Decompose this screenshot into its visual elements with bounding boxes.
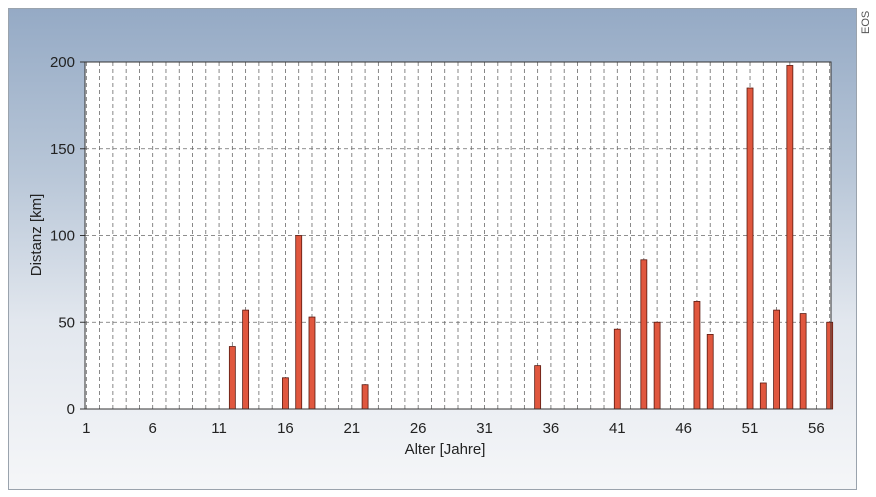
bar: [228, 346, 236, 410]
bar: [826, 321, 834, 410]
y-tick-label: 100: [50, 228, 75, 245]
x-tick-label: 16: [277, 420, 294, 437]
side-label-text: EOS: [860, 10, 872, 34]
bar: [759, 382, 767, 410]
side-label: EOS: [858, 8, 874, 42]
y-tick-label: 0: [67, 401, 75, 418]
y-tick-label: 200: [50, 54, 75, 71]
y-axis-label: Distanz [km]: [28, 194, 45, 277]
x-tick-label: 36: [543, 420, 560, 437]
bar: [653, 321, 661, 410]
y-axis-ticks: 0 50 100 150 200: [50, 54, 85, 418]
bar: [282, 377, 289, 410]
x-tick-label: 11: [211, 420, 227, 437]
bar: [799, 313, 807, 410]
bar: [308, 316, 316, 410]
x-tick-label: 26: [410, 420, 427, 437]
bar: [746, 87, 754, 410]
y-tick-label: 50: [58, 314, 75, 331]
x-axis-ticks: 1 6 11 16 21 26 31 36 41 46 51 56: [82, 420, 825, 437]
x-tick-label: 21: [343, 420, 360, 437]
bar: [534, 365, 542, 410]
x-axis-label: Alter [Jahre]: [405, 441, 486, 458]
bar: [613, 328, 621, 410]
chart-frame: 1 6 11 16 21 26 31 36 41 46 51 56 0 50 100 150 200 Alte…: [8, 8, 857, 490]
x-tick-label: 6: [149, 420, 157, 437]
bar: [773, 309, 780, 410]
bar: [640, 259, 648, 410]
x-tick-label: 46: [675, 420, 692, 437]
bar: [786, 65, 794, 410]
x-tick-label: 56: [808, 420, 825, 437]
bar: [693, 301, 701, 410]
x-tick-label: 1: [82, 420, 90, 437]
x-tick-label: 31: [476, 420, 493, 437]
bar: [295, 235, 303, 410]
x-tick-label: 51: [742, 420, 759, 437]
bar: [242, 309, 250, 410]
bar: [361, 384, 369, 410]
bar: [706, 333, 714, 410]
x-tick-label: 41: [609, 420, 626, 437]
y-tick-label: 150: [50, 141, 75, 158]
